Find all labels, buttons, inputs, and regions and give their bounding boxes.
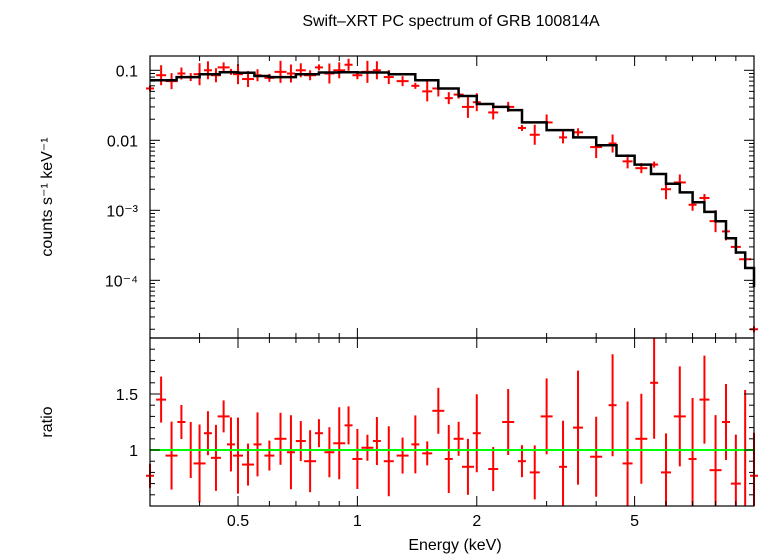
ratio-data-point	[502, 389, 515, 455]
spectrum-data-point	[156, 65, 167, 86]
spectrum-y-tick-label: 10⁻⁴	[105, 273, 138, 290]
spectrum-data-point	[699, 193, 710, 202]
ratio-data-point	[730, 434, 741, 506]
spectrum-data-point	[444, 92, 453, 105]
ratio-data-point	[573, 370, 584, 485]
spectrum-data-point	[372, 61, 381, 80]
ratio-data-point	[608, 354, 617, 457]
spectrum-data-point	[333, 62, 346, 79]
ratio-data-point	[383, 426, 394, 497]
ratio-data-point	[396, 437, 409, 474]
energy-x-tick-label: 0.5	[227, 513, 249, 530]
ratio-data-point	[722, 384, 731, 460]
ratio-data-point	[673, 366, 686, 467]
energy-x-tick-label: 1	[353, 513, 362, 530]
ratio-data-point	[193, 424, 206, 503]
ratio-panel-frame	[149, 337, 755, 507]
spectrum-data-point	[411, 82, 420, 89]
ratio-data-point	[217, 400, 230, 433]
ratio-data-point	[559, 420, 568, 506]
ratio-data-point	[411, 415, 420, 474]
ratio-data-point	[472, 394, 481, 473]
spectrum-y-axis-label: counts s⁻¹ keV⁻¹	[39, 137, 56, 256]
spectrum-data-point	[217, 62, 230, 73]
spectrum-model-line	[150, 70, 756, 288]
spectrum-data-point	[344, 58, 353, 71]
spectrum-data-point	[517, 124, 526, 131]
ratio-data-point	[210, 424, 221, 491]
ratio-data-point	[432, 387, 445, 434]
spectrum-data-point	[286, 64, 295, 83]
spectrum-data-point	[203, 61, 212, 80]
spectrum-data-point	[461, 95, 474, 118]
ratio-data-point	[739, 390, 752, 506]
ratio-data-point	[590, 416, 603, 497]
ratio-data-point	[333, 407, 346, 480]
ratio-y-tick-label: 1	[129, 443, 138, 460]
ratio-data-point	[177, 405, 186, 439]
spectrum-y-ticks: 0.1 0.01 10⁻³ 10⁻⁴	[105, 63, 754, 330]
ratio-data-point	[444, 424, 453, 493]
chart-title: Swift–XRT PC spectrum of GRB 100814A	[302, 13, 600, 30]
spectrum-data-point	[232, 64, 243, 85]
spectrum-y-tick-label: 10⁻³	[106, 203, 138, 220]
energy-x-ticks: 0.5 1 2 5	[149, 56, 755, 530]
energy-x-tick-label: 2	[472, 513, 481, 530]
ratio-data-point	[661, 433, 672, 506]
ratio-y-ticks: 11.5	[116, 348, 754, 496]
ratio-data-point	[304, 430, 317, 493]
spectrum-data-point	[573, 128, 584, 137]
spectrum-data-point	[608, 134, 617, 153]
ratio-y-tick-label: 1.5	[116, 387, 138, 404]
energy-x-axis-label: Energy (keV)	[408, 537, 501, 554]
ratio-data-point	[650, 338, 659, 439]
ratio-data-point	[529, 445, 540, 500]
spectrum-panel: 0.1 0.01 10⁻³ 10⁻⁴ counts s⁻¹ keV⁻¹	[39, 55, 758, 339]
ratio-data-point	[295, 421, 306, 462]
ratio-data-point	[324, 427, 335, 478]
spectrum-data-point	[422, 81, 433, 102]
spectrum-y-tick-label: 0.1	[116, 63, 138, 80]
spectrum-y-tick-label: 0.01	[107, 133, 138, 150]
spectrum-data-point	[314, 64, 323, 71]
ratio-data-point	[165, 421, 178, 490]
ratio-data-point	[372, 417, 381, 466]
ratio-data-point	[253, 412, 262, 477]
spectrum-data-point	[274, 60, 287, 83]
ratio-data-point	[314, 419, 323, 448]
ratio-data-point	[709, 415, 722, 506]
ratio-data-point	[232, 417, 243, 494]
ratio-y-axis-label: ratio	[39, 406, 56, 437]
ratio-data-point	[156, 376, 167, 423]
ratio-data-point	[461, 438, 474, 495]
ratio-panel: 11.5 0.5 1 2 5 ratio Energy (keV)	[39, 56, 758, 554]
ratio-data-point	[226, 417, 235, 472]
ratio-data-point	[361, 434, 374, 461]
spectrum-data-point	[559, 131, 568, 144]
ratio-data-point	[540, 378, 553, 455]
spectrum-data-point	[396, 76, 409, 87]
ratio-data-point	[286, 415, 295, 490]
ratio-data-point	[688, 397, 697, 506]
ratio-data-point	[352, 428, 363, 489]
spectrum-data-series	[146, 58, 758, 333]
spectrum-data-point	[529, 124, 540, 145]
ratio-data-point	[635, 393, 648, 484]
ratio-data-point	[264, 440, 275, 471]
ratio-data-point	[274, 412, 287, 465]
ratio-data-point	[422, 441, 433, 466]
ratio-data-point	[488, 447, 499, 492]
ratio-data-point	[622, 401, 633, 506]
energy-x-tick-label: 5	[630, 513, 639, 530]
ratio-data-point	[203, 411, 212, 456]
ratio-data-point	[699, 355, 710, 444]
ratio-data-series	[146, 338, 758, 506]
ratio-data-point	[344, 406, 353, 445]
